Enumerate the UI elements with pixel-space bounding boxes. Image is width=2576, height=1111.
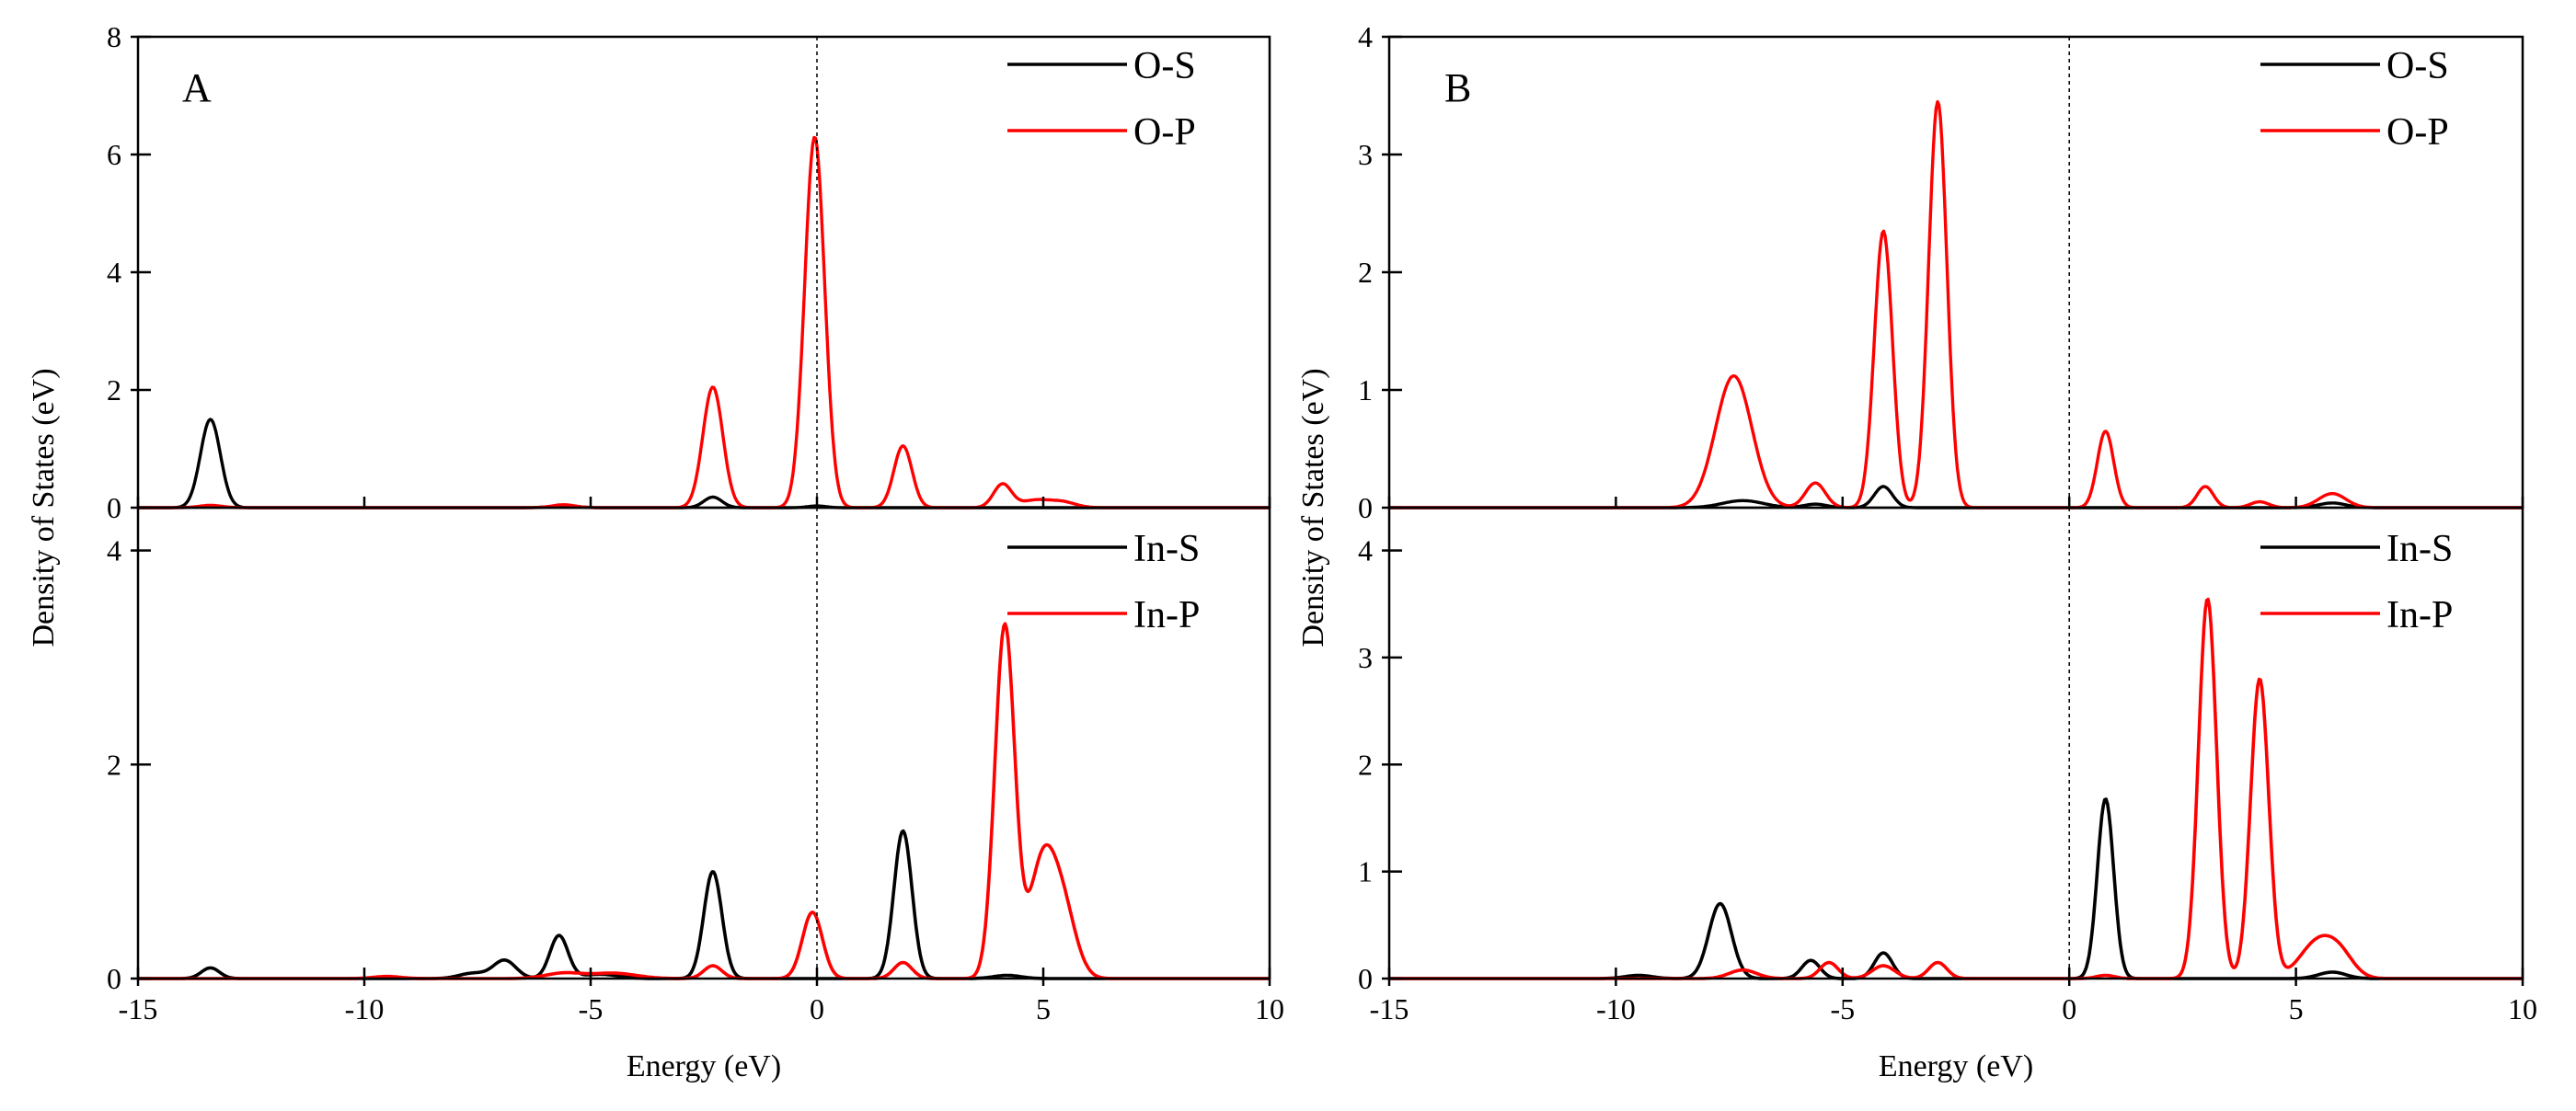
x-tick-label: 5: [1036, 992, 1051, 1025]
panel-b-bottom-plot: 0 1 2 3 4 -15 -10 -5 0 5 10 In-S In-P: [1358, 506, 2537, 1025]
series-line-in-s: [137, 829, 1271, 980]
series-line-o-p: [137, 135, 1271, 510]
legend-label-in-s: In-S: [2386, 528, 2453, 570]
x-axis-title-panel-a: Energy (eV): [627, 1049, 781, 1083]
panel-b-top-plot: 0 1 2 3 4 O-S O-P: [1358, 20, 2524, 524]
x-tick-label: -5: [579, 992, 604, 1025]
y-tick-label: 4: [107, 256, 121, 289]
legend-label-o-s: O-S: [1133, 45, 1196, 87]
panel-label-b: B: [1444, 65, 1471, 110]
x-tick-label: 0: [2062, 992, 2076, 1025]
y-tick-label: 3: [1358, 641, 1373, 674]
y-tick-label: 8: [107, 20, 121, 53]
y-axis-title-panel-b: Density of States (eV): [1296, 368, 1330, 647]
y-tick-label: 2: [1358, 748, 1373, 781]
x-axis-title-panel-b: Energy (eV): [1879, 1049, 2033, 1083]
y-tick-label: 2: [1358, 256, 1373, 289]
legend-label-o-p: O-P: [2386, 111, 2449, 154]
y-tick-label: 6: [107, 138, 121, 171]
y-tick-label: 4: [1358, 534, 1373, 567]
panel-a-bottom-plot: 0 2 4 -15 -10 -5 0 5 10 In-S In-P: [107, 506, 1284, 1025]
y-tick-label: 0: [107, 962, 121, 995]
x-tick-label: 10: [1255, 992, 1284, 1025]
x-tick-label: -15: [1370, 992, 1409, 1025]
legend-label-in-s: In-S: [1133, 528, 1200, 570]
x-tick-label: 5: [2289, 992, 2304, 1025]
y-tick-label: 2: [107, 748, 121, 781]
legend-label-o-p: O-P: [1133, 111, 1196, 154]
x-tick-label: 0: [810, 992, 824, 1025]
legend-label-in-p: In-P: [2386, 594, 2453, 636]
legend-label-in-p: In-P: [1133, 594, 1200, 636]
series-line-in-p: [1388, 597, 2524, 980]
y-tick-label: 4: [107, 534, 121, 567]
legend-label-o-s: O-S: [2386, 45, 2449, 87]
x-tick-label: -10: [345, 992, 385, 1025]
y-axis-title-panel-a: Density of States (eV): [27, 368, 61, 647]
x-tick-label: -10: [1596, 992, 1636, 1025]
y-tick-label: 0: [107, 491, 121, 524]
x-tick-label: -15: [119, 992, 158, 1025]
y-tick-label: 2: [107, 373, 121, 407]
plot-frame: [136, 506, 1271, 980]
y-tick-label: 1: [1358, 373, 1373, 407]
plot-frame: [1387, 506, 2524, 980]
x-tick-label: 10: [2508, 992, 2537, 1025]
y-tick-label: 0: [1358, 491, 1373, 524]
y-tick-label: 3: [1358, 138, 1373, 171]
panel-a-top-plot: 0 2 4 6 8 O-S O-P: [107, 20, 1271, 524]
series-line-o-p: [1388, 99, 2524, 510]
x-tick-label: -5: [1830, 992, 1855, 1025]
y-tick-label: 1: [1358, 855, 1373, 888]
y-tick-label: 4: [1358, 20, 1373, 53]
series-line-in-s: [1388, 797, 2524, 980]
panel-label-a: A: [182, 65, 212, 110]
y-tick-label: 0: [1358, 962, 1373, 995]
